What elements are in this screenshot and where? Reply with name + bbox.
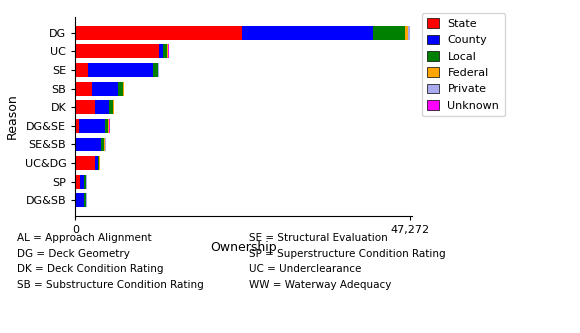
Bar [98, 156, 99, 170]
Bar [75, 82, 92, 96]
Bar [88, 63, 153, 77]
Bar [92, 82, 118, 96]
Y-axis label: Reason: Reason [6, 94, 19, 140]
Bar [86, 175, 87, 189]
Bar [105, 119, 108, 133]
Bar [75, 63, 88, 77]
Bar [84, 193, 85, 207]
Bar [102, 138, 104, 152]
Bar [77, 138, 102, 152]
Bar [95, 100, 110, 114]
Bar [153, 63, 158, 77]
Bar [75, 138, 77, 152]
Text: AL = Approach Alignment
DG = Deck Geometry
DK = Deck Condition Rating
SB = Subst: AL = Approach Alignment DG = Deck Geomet… [17, 233, 204, 290]
Bar [95, 156, 98, 170]
Bar [408, 26, 409, 40]
Bar [75, 175, 81, 189]
Bar [163, 44, 167, 58]
Bar [86, 193, 87, 207]
Bar [81, 175, 84, 189]
Bar [373, 26, 405, 40]
Bar [75, 44, 159, 58]
Text: SE = Structural Evaluation
SP = Superstructure Condition Rating
UC = Undercleara: SE = Structural Evaluation SP = Superstr… [249, 233, 446, 290]
Bar [105, 138, 106, 152]
Bar [108, 119, 110, 133]
Bar [118, 82, 123, 96]
Bar [75, 119, 79, 133]
Bar [75, 193, 77, 207]
Bar [75, 100, 95, 114]
Bar [84, 175, 85, 189]
Bar [405, 26, 408, 40]
Bar [75, 26, 242, 40]
Bar [79, 119, 105, 133]
Bar [159, 44, 163, 58]
Bar [242, 26, 373, 40]
Bar [75, 156, 95, 170]
Bar [110, 100, 113, 114]
Legend: State, County, Local, Federal, Private, Unknown: State, County, Local, Federal, Private, … [422, 13, 505, 116]
Bar [77, 193, 84, 207]
X-axis label: Ownership: Ownership [211, 241, 277, 254]
